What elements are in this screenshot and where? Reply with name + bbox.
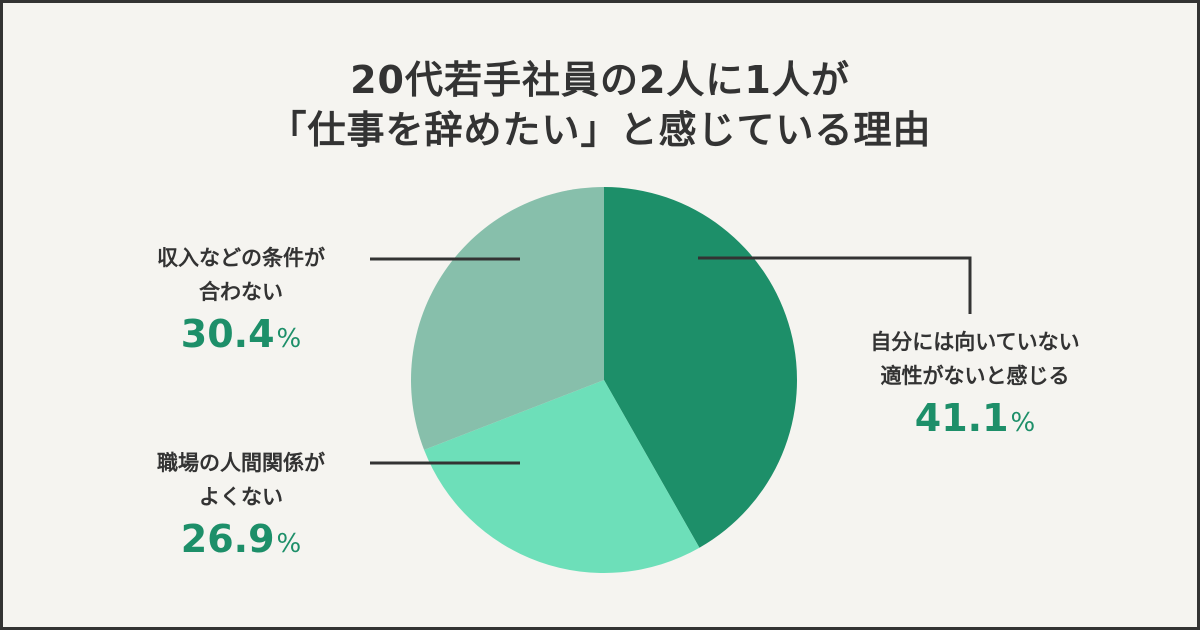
label-relations: 職場の人間関係が よくない 26.9%: [121, 446, 361, 567]
label-relations-value: 26.9%: [180, 517, 302, 561]
label-relations-line2: よくない: [199, 485, 283, 509]
label-unsuited-line1: 自分には向いていない: [870, 330, 1080, 354]
label-income-value: 30.4%: [180, 312, 302, 356]
leader-line-unsuited: [698, 256, 972, 314]
label-relations-line1: 職場の人間関係が: [157, 451, 325, 475]
pie-slice-unsuited: [604, 187, 797, 548]
label-unsuited-line2: 適性がないと感じる: [880, 364, 1070, 388]
label-income-line2: 合わない: [199, 280, 283, 304]
title-line-2: 「仕事を辞めたい」と感じている理由: [268, 108, 932, 152]
pie-slice-income: [411, 187, 604, 450]
pie-chart: [370, 187, 972, 573]
label-income: 収入などの条件が 合わない 30.4%: [121, 241, 361, 362]
pie-slice-relations: [424, 380, 700, 573]
label-unsuited-value: 41.1%: [914, 396, 1036, 440]
label-unsuited: 自分には向いていない 適性がないと感じる 41.1%: [825, 325, 1125, 446]
chart-canvas: 20代若手社員の2人に1人が 「仕事を辞めたい」と感じている理由 自分には向いて…: [3, 3, 1197, 627]
title-line-1: 20代若手社員の2人に1人が: [350, 58, 850, 102]
chart-title: 20代若手社員の2人に1人が 「仕事を辞めたい」と感じている理由: [3, 55, 1197, 155]
label-income-line1: 収入などの条件が: [157, 246, 325, 270]
